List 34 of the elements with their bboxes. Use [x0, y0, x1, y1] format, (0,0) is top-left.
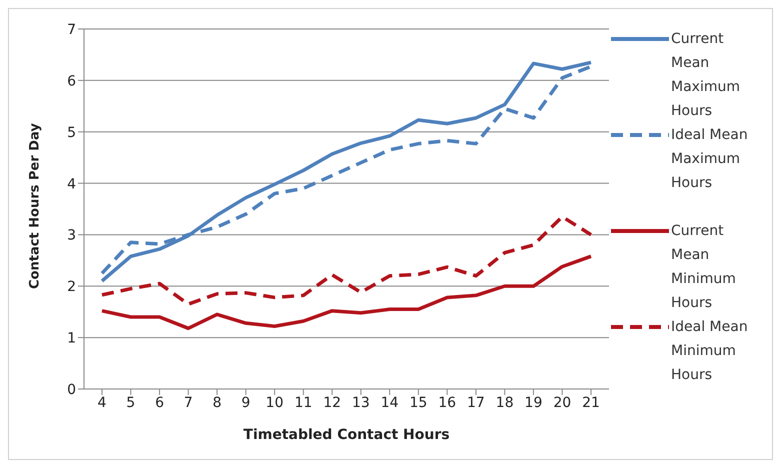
x-tick-label: 6 — [155, 394, 164, 411]
x-tick-label: 21 — [582, 394, 600, 411]
y-tick-label: 4 — [67, 176, 76, 192]
y-tick-label: 2 — [67, 279, 76, 296]
x-tick-label: 18 — [496, 394, 514, 411]
legend-label: Ideal Mean Minimum Hours — [671, 318, 749, 385]
y-tick-label: 7 — [67, 22, 76, 38]
y-tick-label: 5 — [67, 124, 76, 141]
line-series — [100, 254, 593, 330]
legend-label: Current Mean Minimum Hours — [671, 222, 737, 313]
y-tick-label: 0 — [67, 382, 76, 398]
x-tick-label: 9 — [241, 394, 250, 411]
x-tick-label: 5 — [126, 394, 136, 411]
x-tick-label: 12 — [323, 394, 342, 411]
x-tick-label: 11 — [294, 394, 312, 411]
x-tick-label: 17 — [467, 394, 485, 411]
x-tick-label: 20 — [553, 394, 572, 411]
y-tick-label: 6 — [67, 73, 76, 90]
x-tick-label: 15 — [410, 394, 428, 411]
x-tick-label: 10 — [266, 394, 284, 411]
x-axis-title: Timetabled Contact Hours — [243, 427, 450, 443]
x-tick-label: 8 — [212, 394, 222, 411]
x-tick-label: 14 — [380, 394, 399, 411]
legend-label: Ideal Mean Maximum Hours — [671, 126, 749, 193]
x-tick-label: 16 — [438, 394, 456, 411]
y-tick-label: 3 — [67, 228, 76, 244]
legend-label: Current Mean Maximum Hours — [671, 30, 741, 121]
x-tick-label: 7 — [184, 394, 193, 411]
y-tick-label: 1 — [67, 330, 76, 347]
line-series — [100, 214, 593, 306]
x-tick-label: 13 — [352, 394, 370, 411]
x-tick-label: 4 — [98, 394, 107, 411]
x-tick-label: 19 — [524, 394, 542, 411]
y-axis-title: Contact Hours Per Day — [28, 122, 43, 289]
